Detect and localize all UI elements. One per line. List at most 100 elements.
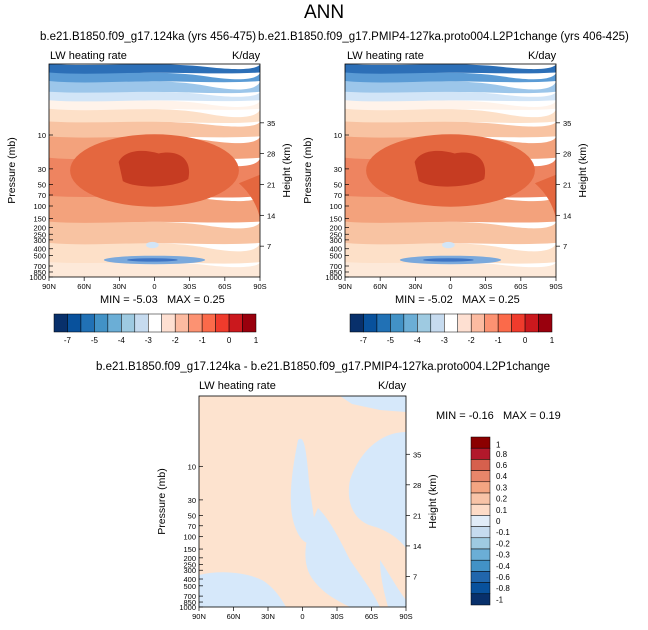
- panel1-ytick-label: 250: [33, 230, 46, 239]
- panel3-xtick-label: 60S: [365, 612, 378, 621]
- panel1-variable-label: LW heating rate: [50, 50, 127, 62]
- panel1-colorbar-swatch: [121, 313, 136, 333]
- panel2-ylabel-right: Height (km): [577, 143, 589, 197]
- panel3-xtick-label: 0: [300, 612, 304, 621]
- panel2-ylabel: Pressure (mb): [302, 137, 314, 204]
- panel1-colorbar-swatch: [174, 313, 189, 333]
- panel1-colorbar-label: 0: [227, 336, 232, 345]
- panel1-colorbar-label: -7: [64, 336, 72, 345]
- panel2-band-12: [345, 262, 556, 277]
- panel2-xtick-label: 0: [448, 282, 452, 291]
- panel2-ytick-label: 700: [329, 262, 342, 271]
- panel2-ytick-label: 30: [334, 165, 342, 174]
- panel2-ytick-label: 500: [329, 252, 342, 261]
- panel3-xtick-label: 90S: [399, 612, 412, 621]
- panel1-min-label: MIN =: [100, 294, 130, 306]
- panel2-colorbar-label: -2: [468, 336, 476, 345]
- panel1-ytick-label: 500: [33, 252, 46, 261]
- panel1-ytick-label: 30: [38, 165, 46, 174]
- panel1-ytick-label: 200: [33, 223, 46, 232]
- panel2-colorbar-label: 1: [550, 336, 555, 345]
- panel2-colorbar-label: 0: [523, 336, 528, 345]
- panel3-ytick-label: 10: [188, 462, 196, 471]
- panel3-height-tick-label: 28: [413, 481, 421, 490]
- panel3-ytick-label: 50: [188, 511, 196, 520]
- panel3-colorbar-label: -0.6: [496, 573, 510, 582]
- panel2-colorbar-swatch: [403, 313, 418, 333]
- panel2-colorbar-swatch: [349, 313, 364, 333]
- panel2-xtick-label: 60N: [373, 282, 387, 291]
- panel2-height-tick-label: 28: [563, 150, 571, 159]
- panel2-ytick-label: 300: [329, 236, 342, 245]
- panel3-colorbar-swatch: [470, 526, 491, 539]
- panel1-colorbar-swatch: [67, 313, 82, 333]
- panel3-ytick-label: 200: [183, 554, 196, 563]
- panel1-height-tick-label: 35: [267, 119, 275, 128]
- panel1-band-10: [49, 221, 260, 250]
- panel3-xtick-label: 90N: [192, 612, 206, 621]
- panel2-max-label: MAX =: [461, 294, 496, 306]
- panel1-ytick-label: 300: [33, 236, 46, 245]
- panel3-colorbar-label: -0.4: [496, 562, 510, 571]
- panel3-max-label: MAX =: [502, 410, 537, 422]
- panel2-ytick-label: 400: [329, 245, 342, 254]
- panel2-colorbar-swatch: [363, 313, 378, 333]
- panel1-ylabel: Pressure (mb): [6, 137, 18, 204]
- panel1-colorbar-swatch: [161, 313, 176, 333]
- panel1-ytick-label: 850: [33, 268, 46, 277]
- panel3-ytick-label: 300: [183, 566, 196, 575]
- panel1-xtick-label: 90S: [253, 282, 266, 291]
- panel3-title: b.e21.B1850.f09_g17.124ka - b.e21.B1850.…: [96, 361, 550, 373]
- panel1-xtick-label: 60S: [218, 282, 231, 291]
- panel3-height-tick-label: 7: [413, 572, 417, 581]
- colorbars-layer: -7 -5 -4 -3 -2 -1 0 1 -7 -5 -4 -3 -2 -1 0 110.80.60.40.…: [53, 313, 555, 606]
- panel2-ytick-label: 250: [329, 230, 342, 239]
- panel1-core-inner: [118, 150, 190, 187]
- panel3-colorbar-swatch: [470, 515, 491, 527]
- panel1-band-9: [49, 196, 260, 227]
- panel2-colorbar-swatch: [390, 313, 405, 333]
- panel1-ytick-label: 50: [38, 181, 46, 190]
- panel3-colorbar-label: -0.1: [496, 528, 510, 537]
- panel1-ytick-label: 10: [38, 131, 46, 140]
- panel2-colorbar-swatch: [444, 313, 458, 333]
- panel1-ytick-label: 700: [33, 262, 46, 271]
- panel1-max-label: MAX =: [166, 294, 201, 306]
- panel1-units-label: K/day: [232, 50, 261, 62]
- panel1-colorbar-swatch: [53, 313, 68, 333]
- panel3-colorbar-swatch: [470, 503, 491, 516]
- panel3-colorbar-swatch: [470, 492, 491, 505]
- axes-layer: 1030507010015020025030040050070085010003…: [6, 119, 589, 621]
- panel2-height-tick-label: 14: [563, 211, 571, 220]
- panel3-ylabel: Pressure (mb): [156, 468, 168, 535]
- panel3-xtick-label: 30S: [330, 612, 343, 621]
- panel2-band-9: [345, 196, 556, 227]
- panel2-variable-label: LW heating rate: [347, 50, 424, 62]
- panel3-ytick-label: 250: [183, 561, 196, 570]
- panel1-height-tick-label: 28: [267, 150, 275, 159]
- panel1-contour-field: [49, 64, 260, 277]
- panel3-colorbar-swatch: [470, 593, 491, 606]
- panel3-height-tick-label: 21: [413, 511, 421, 520]
- panel3-colorbar-label: 0.2: [496, 495, 508, 504]
- panel2-blue-spot: [442, 241, 455, 249]
- panel3-ytick-label: 400: [183, 575, 196, 584]
- panel3-colorbar-label: 0.1: [496, 506, 508, 515]
- panel3-height-tick-label: 35: [413, 450, 421, 459]
- panel2-ytick-label: 50: [334, 181, 342, 190]
- panel3-contour-field: [199, 396, 406, 607]
- panel2-colorbar-swatch: [417, 313, 432, 333]
- panel2-south-lobe: [534, 174, 556, 222]
- panel1-colorbar-swatch: [188, 313, 203, 333]
- panel1-band-12: [49, 262, 260, 277]
- panel3-min-label: MIN =: [436, 410, 466, 422]
- panel1-height-tick-label: 14: [267, 211, 275, 220]
- panel1-colorbar-swatch: [228, 313, 243, 333]
- panel3-max-value: 0.19: [539, 410, 561, 422]
- panel1-colorbar-swatch: [107, 313, 122, 333]
- panel3-colorbar-label: -0.3: [496, 551, 510, 560]
- panel1-ytick-label: 1000: [29, 273, 46, 282]
- panel3-blue-region-lower-tongue: [305, 508, 380, 607]
- panel1-height-tick-label: 21: [267, 180, 275, 189]
- panel3-ytick-label: 500: [183, 582, 196, 591]
